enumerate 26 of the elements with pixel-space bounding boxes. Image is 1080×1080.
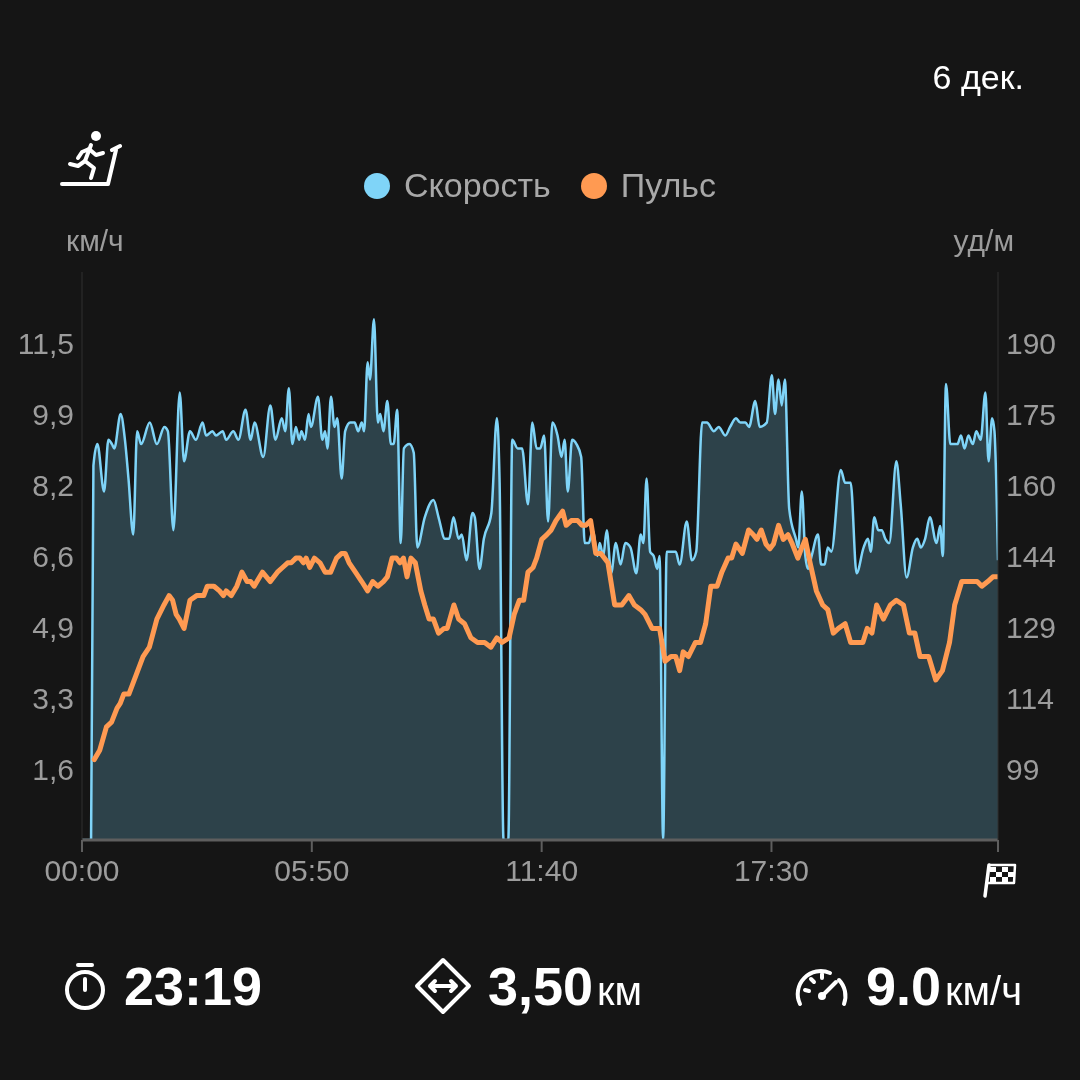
y-tick-label: 9,9 [32,397,74,431]
y-tick-label: 6,6 [32,539,74,573]
y-tick-label: 1,6 [32,752,74,786]
legend-label: Пульс [620,166,717,205]
y2-tick-label: 144 [1006,539,1057,573]
y-tick-label: 4,9 [32,610,74,644]
y-tick-label: 8,2 [32,468,74,502]
text: 9.0км/ч [865,956,1022,1016]
x-tick-label: 05:50 [274,854,350,888]
y-axis-title: км/ч [66,224,124,257]
y-tick-label: 11,5 [17,326,74,360]
x-tick-label: 17:30 [733,854,809,888]
y-tick-label: 3,3 [32,681,74,715]
legend-label: Скорость [403,166,551,205]
x-tick-label: 00:00 [44,854,120,888]
text: 3,50км [487,956,643,1016]
x-tick-label: 11:40 [505,854,579,888]
text: 23:19 [124,956,263,1016]
y2-tick-label: 160 [1006,468,1057,502]
y2-axis-title: уд/м [953,224,1014,257]
y2-tick-label: 99 [1006,752,1040,786]
y2-tick-label: 129 [1006,610,1057,644]
y2-tick-label: 175 [1006,397,1057,431]
y2-tick-label: 190 [1006,326,1057,360]
chart-subtitle: 6 дек. [932,58,1024,96]
y2-tick-label: 114 [1006,681,1054,715]
